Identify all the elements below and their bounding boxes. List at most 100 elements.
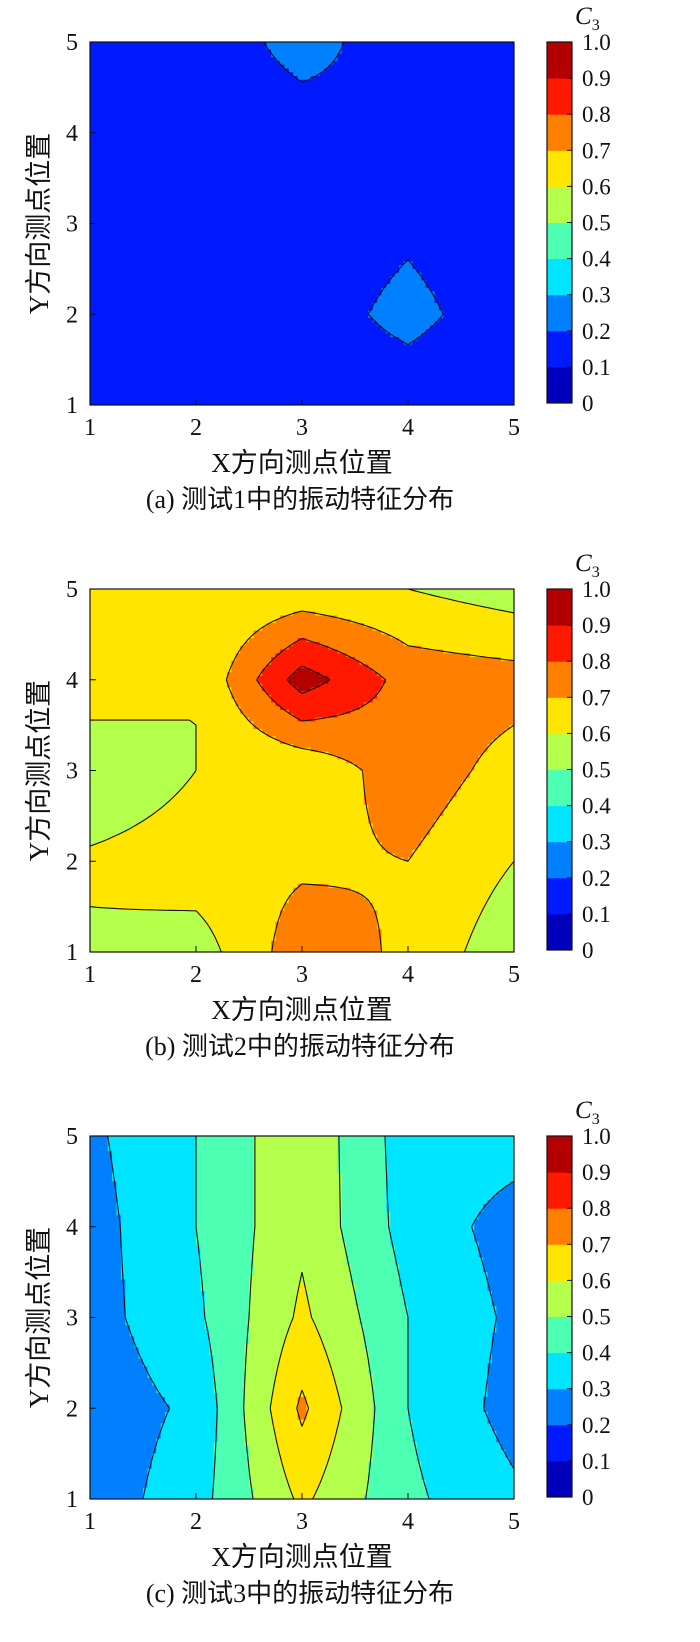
colorbar-tick-label: 0.1 xyxy=(582,1449,611,1474)
y-axis-label: Y方向测点位置 xyxy=(24,680,54,862)
contour-line-set xyxy=(90,589,514,952)
y-tick-label: 2 xyxy=(66,849,78,875)
colorbar-tick-label: 0.2 xyxy=(582,319,611,344)
colorbar-segment xyxy=(547,114,572,151)
colorbar-tick-label: 1.0 xyxy=(582,30,611,55)
colorbar-tick-label: 0.5 xyxy=(582,758,611,783)
colorbar-tick-label: 0.6 xyxy=(582,1268,611,1293)
colorbar-tick-label: 0.8 xyxy=(582,1196,611,1221)
colorbar-segment xyxy=(547,1316,572,1354)
colorbar-tick-label: 0 xyxy=(582,391,594,416)
y-tick-label: 3 xyxy=(66,1306,78,1332)
y-tick-label: 5 xyxy=(66,577,78,603)
colorbar: 0 0.1 0.2 0.3 0.4 0.5 0.6 0.7 0.8 0.9 1.0C3 xyxy=(546,550,611,963)
y-tick-label: 3 xyxy=(66,759,78,785)
y-tick-label: 5 xyxy=(66,1124,78,1150)
contour-lines xyxy=(263,42,444,345)
colorbar-tick-label: 0.8 xyxy=(582,102,611,127)
x-tick-label: 5 xyxy=(508,962,520,988)
colorbar-segment xyxy=(547,913,572,951)
colorbar: 0 0.1 0.2 0.3 0.4 0.5 0.6 0.7 0.8 0.9 1.0C3 xyxy=(546,1097,611,1510)
y-tick-label: 2 xyxy=(66,1396,78,1422)
x-tick-label: 2 xyxy=(190,415,202,441)
x-tick-label: 5 xyxy=(508,1509,520,1535)
y-tick-label: 4 xyxy=(66,121,78,147)
y-tick-label: 3 xyxy=(66,212,78,238)
panel-caption: (a) 测试1中的振动特征分布 xyxy=(146,485,454,514)
colorbar-segment xyxy=(547,330,572,368)
panel-a: 1 2 3 4 5 1 2 3 4 5 X方向测点位置 Y方向测点位置 (a) 测试1中的振动特征分布 0… xyxy=(0,0,700,547)
colorbar-tick-label: 0 xyxy=(582,1485,594,1510)
panel-b: 1 2 3 4 5 1 2 3 4 5 X方向测点位置 Y方向测点位置 (b) 测试2中的振动特征分布 0… xyxy=(0,547,700,1094)
colorbar-segment xyxy=(547,366,572,404)
y-tick-label: 1 xyxy=(66,1487,78,1513)
colorbar-tick-label: 0.6 xyxy=(582,721,611,746)
x-tick-label: 3 xyxy=(296,962,308,988)
x-tick-label: 3 xyxy=(296,415,308,441)
colorbar-segment xyxy=(547,1136,572,1173)
contour-fill xyxy=(90,589,514,952)
colorbar: 0 0.1 0.2 0.3 0.4 0.5 0.6 0.7 0.8 0.9 1.0C3 xyxy=(546,3,611,416)
x-tick-label: 3 xyxy=(296,1509,308,1535)
x-tick-label: 1 xyxy=(84,962,96,988)
colorbar-tick-label: 0.3 xyxy=(582,1377,611,1402)
colorbar-segment xyxy=(547,1352,572,1390)
colorbar-tick-label: 0.5 xyxy=(582,1305,611,1330)
x-tick-label: 4 xyxy=(402,415,414,441)
x-axis-label: X方向测点位置 xyxy=(211,995,393,1025)
x-tick-label: 2 xyxy=(190,1509,202,1535)
colorbar-tick-label: 0.6 xyxy=(582,174,611,199)
colorbar-segment xyxy=(547,661,572,698)
colorbar-tick-label: 0.1 xyxy=(582,902,611,927)
colorbar-segment xyxy=(547,769,572,807)
colorbar-title: C3 xyxy=(575,3,600,34)
x-axis-label: X方向测点位置 xyxy=(211,1542,393,1572)
colorbar-title: C3 xyxy=(575,550,600,581)
colorbar-segment xyxy=(547,841,572,879)
colorbar-tick-label: 0.8 xyxy=(582,649,611,674)
colorbar-tick-label: 0.1 xyxy=(582,355,611,380)
colorbar-segment xyxy=(547,625,572,662)
colorbar-tick-label: 1.0 xyxy=(582,1124,611,1149)
colorbar-segment xyxy=(547,42,572,79)
contour-fill xyxy=(90,42,514,405)
y-tick-label: 2 xyxy=(66,302,78,328)
colorbar-tick-label: 0.3 xyxy=(582,283,611,308)
contour-lines xyxy=(107,1136,514,1499)
panel-c: 1 2 3 4 5 1 2 3 4 5 X方向测点位置 Y方向测点位置 (c) 测试3中的振动特征分布 0… xyxy=(0,1094,700,1641)
colorbar-segment xyxy=(547,589,572,626)
colorbar-segment xyxy=(547,1172,572,1209)
colorbar-title: C3 xyxy=(575,1097,600,1128)
colorbar-tick-label: 0.4 xyxy=(582,247,611,272)
y-axis-label: Y方向测点位置 xyxy=(24,1227,54,1409)
colorbar-tick-label: 0.3 xyxy=(582,830,611,855)
contour-fill xyxy=(90,1136,514,1499)
contour-line-set xyxy=(263,42,444,345)
colorbar-segment xyxy=(547,150,572,187)
colorbar-segment xyxy=(547,805,572,843)
contour-plot-c: 1 2 3 4 5 1 2 3 4 5 X方向测点位置 Y方向测点位置 (c) 测试3中的振动特征分布 0… xyxy=(24,1097,611,1608)
contour-line-set xyxy=(107,1136,514,1499)
colorbar-segment xyxy=(547,294,572,332)
colorbar-tick-label: 0 xyxy=(582,938,594,963)
colorbar-tick-label: 0.7 xyxy=(582,685,611,710)
colorbar-tick-label: 0.7 xyxy=(582,1232,611,1257)
colorbar-segment xyxy=(547,78,572,115)
colorbar-tick-label: 0.9 xyxy=(582,613,611,638)
colorbar-segment xyxy=(547,186,572,223)
colorbar-segment xyxy=(547,222,572,260)
contour-plot-b: 1 2 3 4 5 1 2 3 4 5 X方向测点位置 Y方向测点位置 (b) 测试2中的振动特征分布 0… xyxy=(24,550,611,1061)
panel-caption: (c) 测试3中的振动特征分布 xyxy=(146,1579,454,1608)
colorbar-tick-label: 0.9 xyxy=(582,1160,611,1185)
colorbar-tick-label: 0.9 xyxy=(582,66,611,91)
y-tick-label: 4 xyxy=(66,1215,78,1241)
colorbar-segment xyxy=(547,733,572,770)
x-tick-label: 5 xyxy=(508,415,520,441)
contour-plot-a: 1 2 3 4 5 1 2 3 4 5 X方向测点位置 Y方向测点位置 (a) 测试1中的振动特征分布 0… xyxy=(24,3,611,514)
colorbar-tick-label: 0.4 xyxy=(582,1341,611,1366)
colorbar-segment xyxy=(547,258,572,296)
colorbar-tick-label: 0.5 xyxy=(582,211,611,236)
colorbar-segment xyxy=(547,1208,572,1245)
y-tick-label: 4 xyxy=(66,668,78,694)
colorbar-tick-label: 0.2 xyxy=(582,1413,611,1438)
